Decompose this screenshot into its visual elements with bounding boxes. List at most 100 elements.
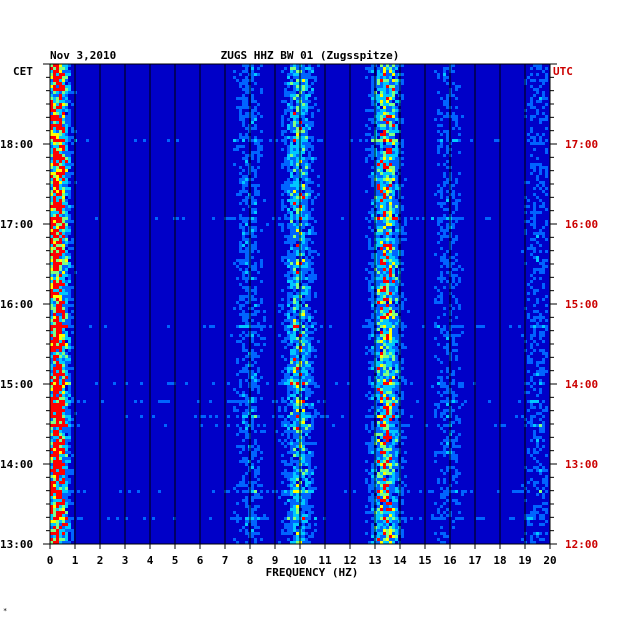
heatmap-cell	[536, 100, 539, 103]
heatmap-cell	[50, 169, 53, 172]
heatmap-cell	[59, 292, 62, 295]
heatmap-cell	[311, 202, 314, 205]
heatmap-cell	[56, 415, 59, 418]
heatmap-cell	[296, 136, 299, 139]
heatmap-cell	[68, 187, 71, 190]
heatmap-cell	[290, 169, 293, 172]
heatmap-cell	[452, 193, 455, 196]
heatmap-cell	[332, 424, 335, 427]
heatmap-cell	[281, 139, 284, 142]
heatmap-cell	[437, 151, 440, 154]
heatmap-cell	[539, 79, 542, 82]
heatmap-cell	[377, 166, 380, 169]
heatmap-cell	[545, 355, 548, 358]
heatmap-cell	[260, 265, 263, 268]
heatmap-cell	[392, 406, 395, 409]
heatmap-cell	[293, 64, 296, 67]
heatmap-cell	[242, 199, 245, 202]
heatmap-cell	[530, 79, 533, 82]
heatmap-cell	[386, 115, 389, 118]
heatmap-cell	[68, 220, 71, 223]
heatmap-cell	[287, 328, 290, 331]
heatmap-cell	[62, 253, 65, 256]
heatmap-cell	[542, 445, 545, 448]
heatmap-cell	[383, 247, 386, 250]
heatmap-cell	[53, 433, 56, 436]
heatmap-cell	[293, 160, 296, 163]
heatmap-cell	[245, 106, 248, 109]
heatmap-cell	[65, 103, 68, 106]
heatmap-cell	[434, 415, 437, 418]
heatmap-cell	[305, 418, 308, 421]
heatmap-cell	[383, 256, 386, 259]
heatmap-cell	[293, 241, 296, 244]
heatmap-cell	[287, 184, 290, 187]
heatmap-cell	[62, 451, 65, 454]
heatmap-cell	[308, 376, 311, 379]
heatmap-cell	[68, 70, 71, 73]
heatmap-cell	[254, 361, 257, 364]
heatmap-cell	[245, 199, 248, 202]
heatmap-cell	[251, 70, 254, 73]
heatmap-cell	[65, 262, 68, 265]
heatmap-cell	[53, 112, 56, 115]
heatmap-cell	[308, 106, 311, 109]
heatmap-cell	[245, 79, 248, 82]
heatmap-cell	[245, 301, 248, 304]
heatmap-cell	[389, 145, 392, 148]
heatmap-cell	[293, 193, 296, 196]
heatmap-cell	[314, 409, 317, 412]
heatmap-cell	[536, 157, 539, 160]
heatmap-cell	[380, 121, 383, 124]
heatmap-cell	[50, 298, 53, 301]
heatmap-cell	[251, 364, 254, 367]
heatmap-cell	[290, 151, 293, 154]
heatmap-cell	[62, 196, 65, 199]
heatmap-cell	[254, 331, 257, 334]
heatmap-cell	[287, 190, 290, 193]
heatmap-cell	[479, 325, 482, 328]
heatmap-cell	[302, 148, 305, 151]
heatmap-cell	[377, 454, 380, 457]
heatmap-cell	[455, 178, 458, 181]
heatmap-cell	[383, 412, 386, 415]
heatmap-cell	[317, 184, 320, 187]
heatmap-cell	[308, 292, 311, 295]
heatmap-cell	[302, 463, 305, 466]
heatmap-cell	[377, 382, 380, 385]
heatmap-cell	[380, 169, 383, 172]
heatmap-cell	[59, 235, 62, 238]
heatmap-cell	[446, 346, 449, 349]
heatmap-cell	[305, 391, 308, 394]
heatmap-cell	[377, 70, 380, 73]
heatmap-cell	[56, 304, 59, 307]
heatmap-cell	[395, 409, 398, 412]
heatmap-cell	[401, 118, 404, 121]
heatmap-cell	[53, 298, 56, 301]
heatmap-cell	[386, 448, 389, 451]
heatmap-cell	[62, 322, 65, 325]
heatmap-cell	[386, 403, 389, 406]
heatmap-cell	[62, 184, 65, 187]
heatmap-cell	[377, 367, 380, 370]
heatmap-cell	[386, 310, 389, 313]
heatmap-cell	[293, 232, 296, 235]
heatmap-cell	[380, 238, 383, 241]
heatmap-cell	[488, 400, 491, 403]
heatmap-cell	[296, 76, 299, 79]
heatmap-cell	[53, 136, 56, 139]
heatmap-cell	[380, 256, 383, 259]
heatmap-cell	[302, 460, 305, 463]
heatmap-cell	[245, 433, 248, 436]
heatmap-cell	[389, 286, 392, 289]
heatmap-cell	[395, 73, 398, 76]
heatmap-cell	[530, 478, 533, 481]
heatmap-cell	[545, 175, 548, 178]
heatmap-cell	[401, 268, 404, 271]
heatmap-cell	[542, 424, 545, 427]
heatmap-cell	[290, 385, 293, 388]
heatmap-cell	[437, 343, 440, 346]
heatmap-cell	[233, 139, 236, 142]
heatmap-cell	[56, 466, 59, 469]
heatmap-cell	[287, 181, 290, 184]
